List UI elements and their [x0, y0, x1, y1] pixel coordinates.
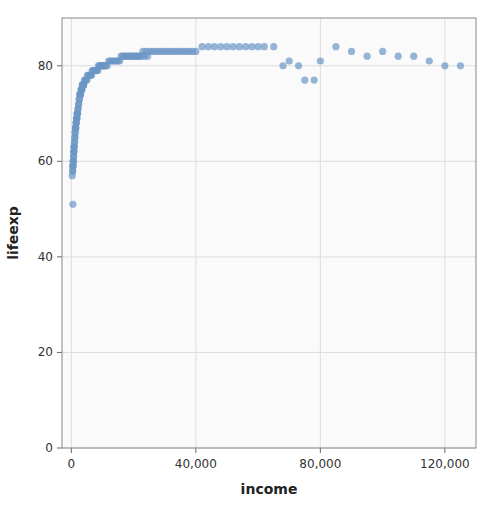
chart: 0 40,000 80,000 120,000 0 20 40 60 80 income lifee…	[0, 0, 498, 508]
x-tick-label: 80,000	[299, 457, 341, 471]
point	[242, 43, 249, 50]
point	[279, 62, 286, 69]
x-grid-line	[195, 18, 196, 448]
grid	[62, 18, 476, 448]
x-tick-label: 0	[68, 457, 76, 471]
point	[332, 43, 339, 50]
point	[317, 57, 324, 64]
y-tick-label: 40	[38, 250, 53, 264]
x-tick	[444, 448, 445, 453]
point	[69, 201, 76, 208]
point	[230, 43, 237, 50]
point	[211, 43, 218, 50]
y-tick-label: 60	[38, 154, 53, 168]
x-tick-label: 120,000	[420, 457, 470, 471]
points	[69, 43, 464, 208]
x-tick	[320, 448, 321, 453]
point	[295, 62, 302, 69]
point	[348, 48, 355, 55]
point	[286, 57, 293, 64]
point	[395, 53, 402, 60]
y-tick	[57, 352, 62, 353]
x-grid-line	[320, 18, 321, 448]
point	[301, 77, 308, 84]
point	[426, 57, 433, 64]
x-tick	[195, 448, 196, 453]
point	[363, 53, 370, 60]
y-grid-line	[62, 65, 476, 66]
y-tick-label: 80	[38, 59, 53, 73]
point	[255, 43, 262, 50]
y-tick	[57, 161, 62, 162]
point	[144, 53, 151, 60]
x-tick	[71, 448, 72, 453]
y-tick-label: 20	[38, 345, 53, 359]
x-grid-line	[444, 18, 445, 448]
axes: 0 40,000 80,000 120,000 0 20 40 60 80	[38, 59, 470, 471]
point	[217, 43, 224, 50]
y-tick-label: 0	[45, 441, 53, 455]
y-tick	[57, 65, 62, 66]
point	[248, 43, 255, 50]
y-tick	[57, 256, 62, 257]
point	[379, 48, 386, 55]
plot-area	[62, 18, 476, 448]
point	[410, 53, 417, 60]
point	[205, 43, 212, 50]
y-grid-line	[62, 161, 476, 162]
y-grid-line	[62, 352, 476, 353]
point	[457, 62, 464, 69]
y-grid-line	[62, 256, 476, 257]
point	[311, 77, 318, 84]
point	[223, 43, 230, 50]
point	[270, 43, 277, 50]
point	[192, 48, 199, 55]
y-tick	[57, 448, 62, 449]
plot-frame	[62, 18, 476, 448]
point	[198, 43, 205, 50]
x-tick-label: 40,000	[175, 457, 217, 471]
point	[261, 43, 268, 50]
y-axis-label: lifeexp	[5, 206, 21, 260]
point	[70, 143, 77, 150]
x-grid-line	[71, 18, 72, 448]
point	[441, 62, 448, 69]
x-axis-label: income	[241, 481, 298, 497]
point	[236, 43, 243, 50]
